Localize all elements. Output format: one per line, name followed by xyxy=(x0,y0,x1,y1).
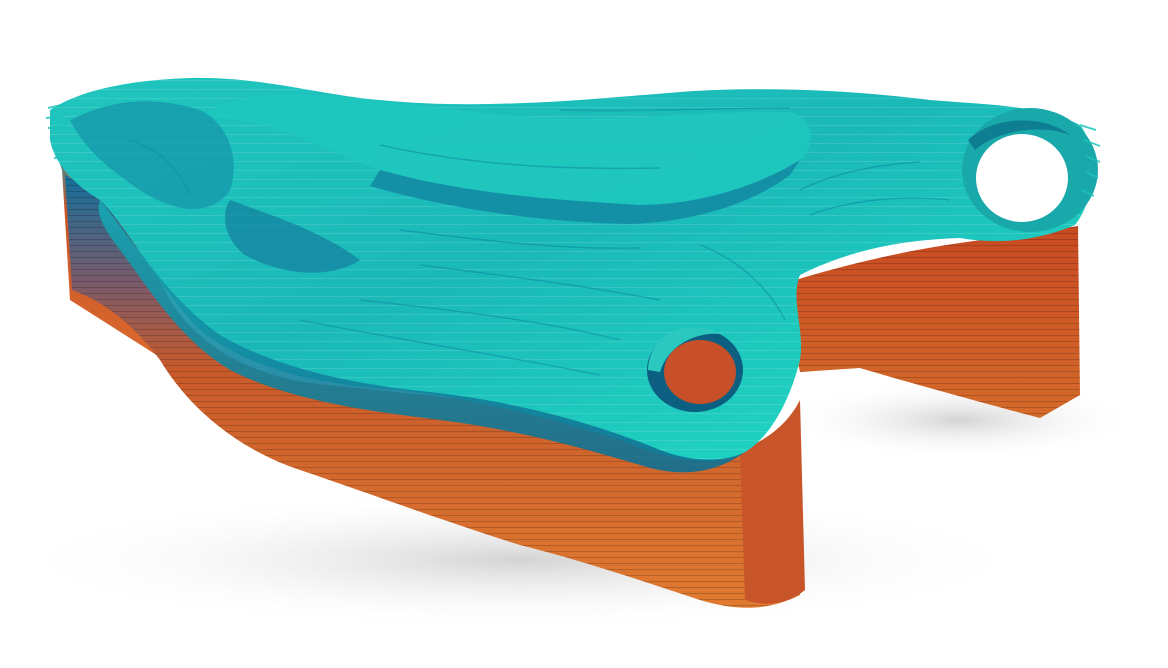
left-lumps-2 xyxy=(225,200,360,273)
rear-bore-hole xyxy=(976,134,1068,222)
frayed-edges xyxy=(45,103,1101,197)
inner-pocket xyxy=(200,94,811,205)
terrace-contours xyxy=(129,107,951,376)
front-leg-end xyxy=(740,400,805,604)
right-leg-side-stripes xyxy=(780,226,1080,418)
top-surface-stripes xyxy=(50,77,1093,462)
inner-pocket-wall xyxy=(370,160,800,224)
left-lumps xyxy=(70,101,234,209)
rear-bore-hole-lip xyxy=(968,120,1070,150)
front-bore-hole-inner xyxy=(664,340,736,404)
front-side-wall-stripes xyxy=(65,175,800,608)
front-bore-hole-rim xyxy=(648,327,725,372)
